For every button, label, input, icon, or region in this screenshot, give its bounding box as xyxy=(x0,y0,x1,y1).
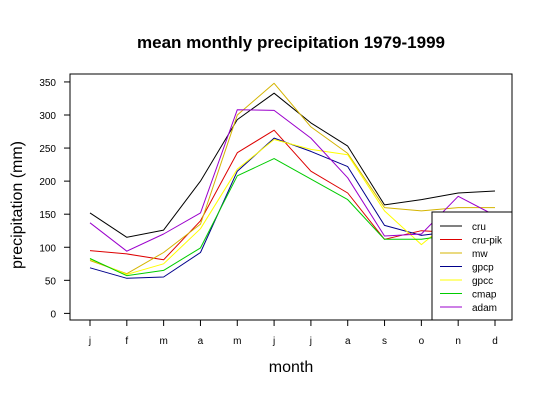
x-tick-label: j xyxy=(309,336,312,347)
series-line-cmap xyxy=(89,158,496,277)
x-tick-label: f xyxy=(125,336,128,347)
legend-label-mw: mw xyxy=(472,249,488,260)
x-tick-label: j xyxy=(88,336,91,347)
legend-label-adam: adam xyxy=(472,303,497,314)
y-tick-label: 250 xyxy=(39,144,56,155)
x-tick-label: s xyxy=(382,336,387,347)
y-axis: 0 50 100 150 200 250 300 350 xyxy=(39,78,70,320)
legend-label-cmap: cmap xyxy=(472,290,497,301)
legend-label-cru: cru xyxy=(472,222,486,233)
x-tick-label: a xyxy=(345,336,351,347)
legend-label-cru-pik: cru-pik xyxy=(472,236,503,247)
x-tick-label: j xyxy=(272,336,275,347)
legend: cru cru-pik mw gpcp gpcc cmap adam xyxy=(431,211,513,321)
chart-title: mean monthly precipitation 1979-1999 xyxy=(137,33,445,52)
x-tick-label: m xyxy=(233,336,241,347)
series-lines xyxy=(89,82,496,279)
y-tick-label: 0 xyxy=(50,309,56,320)
x-tick-label: n xyxy=(455,336,461,347)
y-tick-label: 200 xyxy=(39,177,56,188)
legend-label-gpcp: gpcp xyxy=(472,263,494,274)
y-tick-label: 100 xyxy=(39,243,56,254)
x-tick-label: m xyxy=(159,336,167,347)
series-line-cru-pik xyxy=(89,129,496,261)
plot-frame xyxy=(69,73,513,321)
y-axis-label: precipitation (mm) xyxy=(9,141,26,269)
series-line-gpcc xyxy=(89,139,495,275)
y-tick-label: 350 xyxy=(39,78,56,89)
x-axis-label: month xyxy=(269,359,313,376)
series-line-mw xyxy=(89,82,495,275)
series-line-cru xyxy=(89,92,496,238)
y-tick-label: 50 xyxy=(45,276,57,287)
x-tick-label: d xyxy=(492,336,498,347)
y-tick-label: 150 xyxy=(39,210,56,221)
series-line-adam xyxy=(89,109,496,252)
y-tick-label: 300 xyxy=(39,111,56,122)
x-tick-label: a xyxy=(198,336,204,347)
legend-label-gpcc: gpcc xyxy=(472,276,493,287)
x-tick-label: o xyxy=(419,336,425,347)
